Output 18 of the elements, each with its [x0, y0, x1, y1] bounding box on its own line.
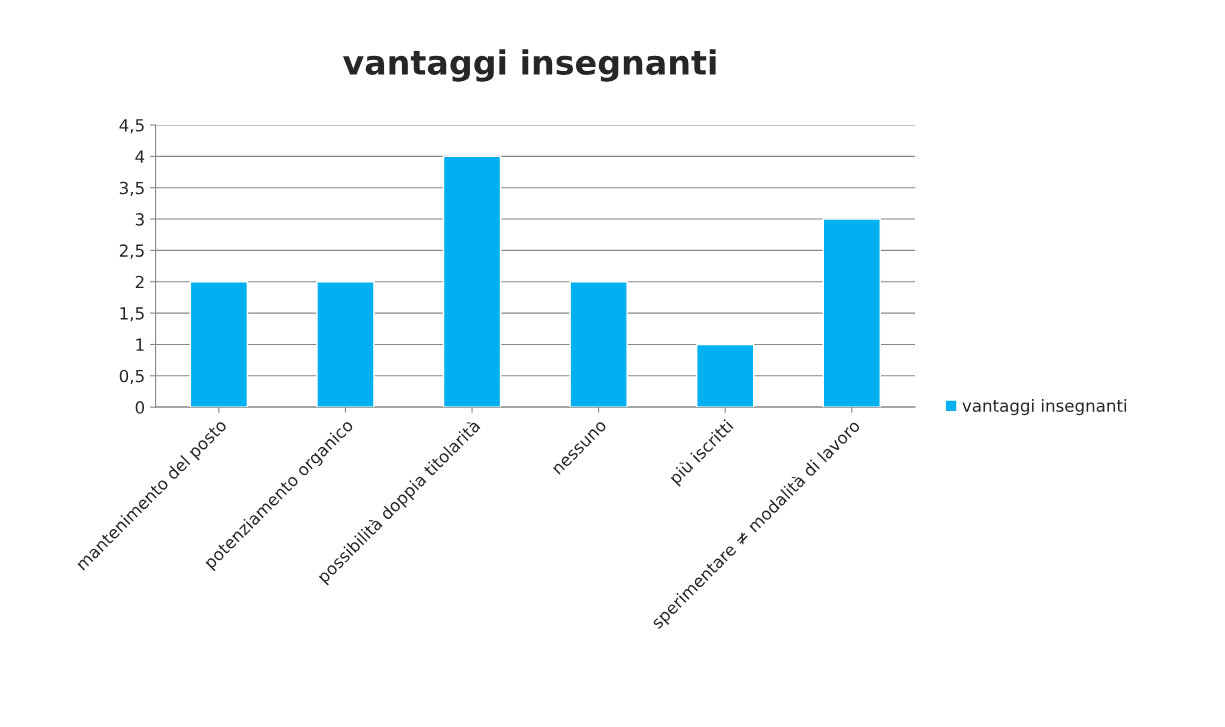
y-tick-label: 3,5 [119, 181, 144, 196]
y-tick-label: 0,5 [119, 369, 144, 385]
y-tick-label: 4,5 [119, 119, 144, 134]
y-tick-label: 2 [135, 275, 144, 289]
legend-label: vantaggi insegnanti [962, 399, 1127, 416]
bar [189, 281, 249, 408]
y-tick-label: 0 [135, 401, 145, 414]
y-tick-label: 4 [135, 150, 145, 163]
bar [696, 343, 755, 408]
y-tick-label: 1,5 [120, 307, 144, 322]
bar [569, 281, 628, 408]
bar [442, 155, 502, 408]
y-tick-label: 2,5 [119, 244, 144, 259]
y-tick-label: 1 [136, 338, 144, 351]
chart-title: vantaggi insegnanti [342, 49, 716, 82]
y-tick-label: 3 [135, 213, 144, 226]
bar [316, 281, 375, 408]
bar [822, 218, 881, 408]
